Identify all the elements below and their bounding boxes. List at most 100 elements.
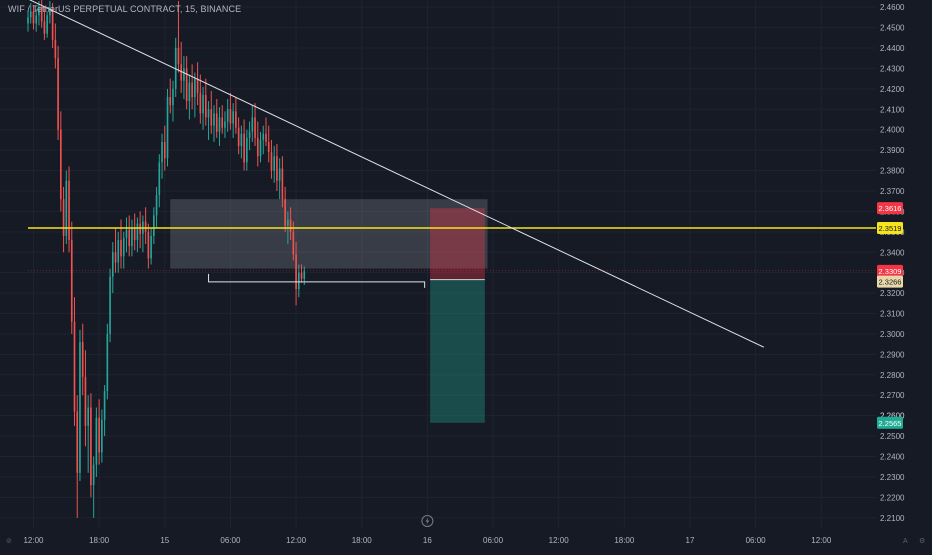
candle-down [139, 223, 141, 234]
candle-down [133, 227, 136, 240]
candle-up [79, 342, 81, 473]
candle-up [103, 391, 106, 420]
candle-down [267, 141, 270, 153]
candle-up [27, 17, 29, 24]
candle-down [144, 221, 147, 232]
candle-down [169, 97, 172, 106]
x-tick-label: 18:00 [352, 536, 373, 545]
y-tick-label: 2.4400 [880, 44, 905, 53]
candle-up [109, 276, 111, 334]
y-tick-label: 2.4100 [880, 105, 905, 114]
candle-down [276, 156, 278, 181]
candle-up [87, 407, 90, 426]
candle-up [153, 215, 155, 236]
symbol-exchange: BINANCE [200, 4, 242, 14]
candle-down [196, 78, 199, 93]
candle-down [73, 321, 76, 412]
candle-up [224, 121, 226, 128]
candle-down [54, 39, 57, 59]
candle-up [303, 270, 306, 279]
symbol-pair: WIF / TetherUS PERPETUAL CONTRACT [8, 4, 180, 14]
symbol-title: WIF / TetherUS PERPETUAL CONTRACT, 15, B… [8, 4, 242, 14]
horizontal-line-price-tag-bg [877, 221, 903, 234]
price-tags: 2.36162.35192.330908:382.32662.26002.256… [877, 202, 905, 429]
candle-up [259, 139, 262, 157]
drawing-zones [170, 199, 488, 423]
candle-up [297, 272, 300, 290]
take-profit-zone [430, 279, 485, 423]
x-tick-label: 12:00 [811, 536, 832, 545]
y-tick-label: 2.3800 [880, 167, 905, 176]
candle-up [183, 68, 185, 81]
candle-up [38, 7, 40, 16]
timezone-corner-icon: ⊘ [6, 538, 12, 545]
candle-up [136, 223, 139, 240]
x-tick-label: 15 [160, 536, 169, 545]
x-tick-label: 18:00 [614, 536, 635, 545]
y-tick-label: 2.4300 [880, 64, 905, 73]
candle-up [95, 417, 98, 465]
candle-down [163, 141, 166, 159]
candle-down [270, 152, 273, 171]
candle-up [101, 419, 103, 453]
y-tick-label: 2.3400 [880, 248, 905, 257]
candle-up [161, 141, 163, 163]
candle-up [172, 88, 174, 106]
candle-down [51, 9, 54, 40]
candle-down [281, 168, 284, 200]
candles [27, 0, 306, 518]
y-tick-label: 2.4000 [880, 126, 905, 135]
y-tick-label: 2.3700 [880, 187, 905, 196]
candle-up [46, 15, 48, 34]
y-tick-label: 2.2400 [880, 453, 905, 462]
candle-up [226, 109, 229, 122]
y-tick-label: 2.2900 [880, 350, 905, 359]
candle-down [243, 133, 245, 163]
x-tick-label: 06:00 [220, 536, 241, 545]
candle-up [273, 156, 276, 171]
y-tick-label: 2.4500 [880, 24, 905, 33]
x-tick-label: 12:00 [549, 536, 570, 545]
candle-down [120, 240, 122, 257]
candle-up [166, 97, 169, 159]
candle-up [155, 195, 158, 216]
candle-up [150, 235, 152, 259]
candle-down [289, 219, 292, 232]
candle-down [128, 229, 131, 247]
x-tick-label: 06:00 [746, 536, 767, 545]
price-axis: 2.4600 2.4500 2.4400 2.4300 2.4200 2.4100 2.40… [880, 3, 905, 523]
target-price-tag: 2.2565 [879, 419, 902, 428]
candle-down [68, 180, 70, 240]
x-tick-label: 16 [423, 536, 432, 545]
symbol-interval: 15 [185, 4, 196, 14]
candle-up [213, 113, 215, 126]
target-partial-label: 2.2600 [880, 412, 905, 421]
x-tick-label: 12:00 [23, 536, 44, 545]
candle-down [300, 272, 303, 279]
stop-price-tag-bg [877, 202, 903, 215]
candle-up [207, 109, 210, 118]
candle-up [65, 180, 68, 236]
candle-up [92, 464, 95, 486]
candle-up [251, 117, 254, 132]
candle-up [122, 237, 125, 257]
candle-down [147, 231, 150, 259]
candle-down [76, 411, 79, 473]
candle-down [237, 127, 240, 147]
candle-down [57, 58, 59, 130]
candle-up [106, 333, 109, 392]
candle-down [292, 231, 295, 255]
consolidation-zone [170, 199, 488, 269]
candle-up [218, 117, 221, 132]
candle-up [240, 133, 243, 147]
y-tick-label: 2.3200 [880, 289, 905, 298]
candle-up [194, 78, 196, 98]
drawing-lines [28, 0, 876, 348]
y-tick-label: 2.2500 [880, 432, 905, 441]
candle-down [81, 342, 84, 377]
candle-down [204, 94, 207, 118]
candle-down [84, 376, 87, 426]
y-tick-label: 2.4200 [880, 85, 905, 94]
